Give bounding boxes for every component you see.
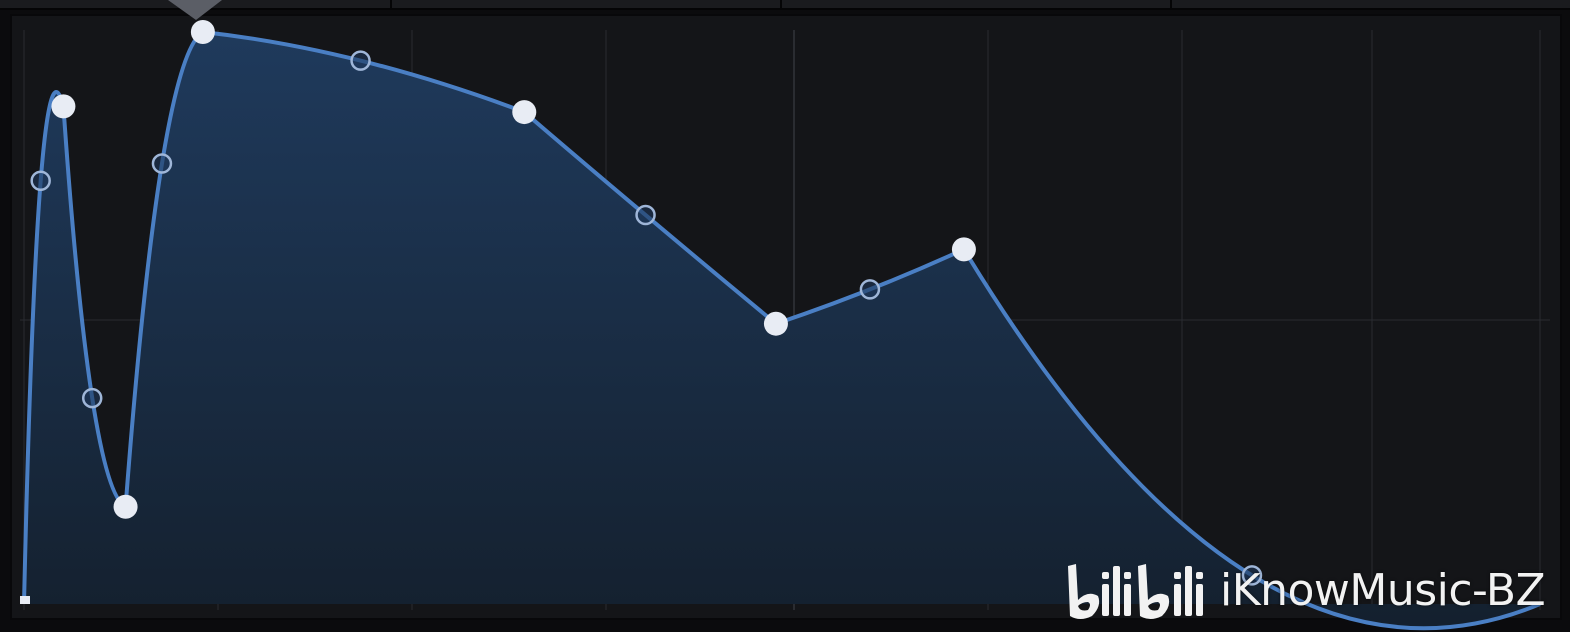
envelope-node-n4[interactable] [512, 100, 537, 125]
envelope-node-n1[interactable] [51, 94, 76, 119]
toolbar-segment-divider [780, 0, 1172, 8]
envelope-node-n5[interactable] [763, 311, 788, 336]
envelope-node-n3[interactable] [190, 20, 215, 44]
curve-handle-h23[interactable] [151, 153, 173, 174]
playhead-marker-icon[interactable] [168, 0, 222, 20]
envelope-nodes[interactable] [20, 20, 976, 604]
envelope-node-n2[interactable] [113, 494, 138, 519]
top-toolbar-strip [0, 0, 1570, 10]
curve-handle-h45[interactable] [635, 204, 656, 226]
toolbar-segment-divider [390, 0, 782, 8]
bilibili-logo-icon [1068, 564, 1203, 619]
curve-handle-h34[interactable] [350, 50, 371, 71]
envelope-node-n0[interactable] [20, 596, 30, 604]
curve-handles[interactable] [30, 50, 1263, 586]
curve-handle-h12[interactable] [81, 387, 103, 409]
watermark-text: iKnowMusic-BZ [1220, 565, 1546, 616]
curve-handle-h01[interactable] [30, 170, 51, 191]
toolbar-segment-divider [1170, 0, 1570, 8]
envelope-node-n6[interactable] [951, 237, 976, 262]
curve-handle-h56[interactable] [859, 279, 881, 300]
curve-handle-h67[interactable] [1241, 565, 1263, 586]
watermark: iKnowMusic-BZ [1062, 556, 1546, 626]
